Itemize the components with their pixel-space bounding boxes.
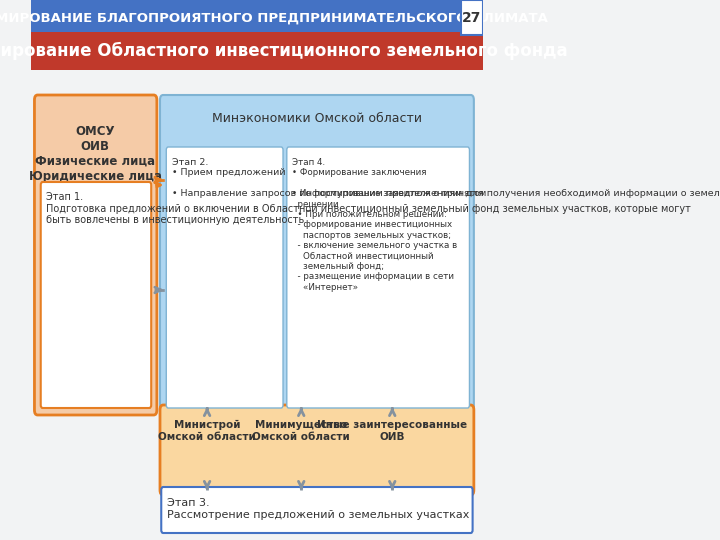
FancyBboxPatch shape — [31, 32, 483, 70]
Text: Формирование Областного инвестиционного земельного фонда: Формирование Областного инвестиционного … — [0, 42, 567, 60]
FancyBboxPatch shape — [462, 0, 483, 35]
FancyBboxPatch shape — [35, 95, 157, 415]
Text: Этап 3.
Рассмотрение предложений о земельных участках: Этап 3. Рассмотрение предложений о земел… — [167, 498, 469, 519]
FancyBboxPatch shape — [31, 0, 483, 35]
Text: Минимущество
Омской области: Минимущество Омской области — [252, 420, 350, 442]
Text: 27: 27 — [462, 11, 482, 25]
FancyBboxPatch shape — [160, 405, 474, 495]
FancyBboxPatch shape — [166, 147, 283, 408]
FancyBboxPatch shape — [160, 95, 474, 415]
Text: Этап 1.
Подготовка предложений о включении в Областной инвестиционный земельный : Этап 1. Подготовка предложений о включен… — [46, 192, 691, 225]
Text: Этап 4.
• Формирование заключения

• Информирование заявителя о принятом
  решен: Этап 4. • Формирование заключения • Инфо… — [292, 158, 487, 292]
Text: Минэкономики Омской области: Минэкономики Омской области — [212, 112, 422, 125]
FancyBboxPatch shape — [41, 182, 151, 408]
Text: Иные заинтересованные
ОИВ: Иные заинтересованные ОИВ — [318, 420, 467, 442]
Text: Этап 2.
• Прием предложений

• Направление запросов по поступившим предложениям : Этап 2. • Прием предложений • Направлени… — [172, 158, 720, 198]
Text: Министрой
Омской области: Министрой Омской области — [158, 420, 256, 442]
FancyBboxPatch shape — [161, 487, 472, 533]
FancyBboxPatch shape — [287, 147, 469, 408]
Text: ОМСУ
ОИВ
Физические лица
Юридические лица: ОМСУ ОИВ Физические лица Юридические лиц… — [29, 125, 162, 183]
Text: ФОРМИРОВАНИЕ БЛАГОПРОИЯТНОГО ПРЕДПРИНИМАТЕЛЬСКОГО КЛИМАТА: ФОРМИРОВАНИЕ БЛАГОПРОИЯТНОГО ПРЕДПРИНИМА… — [0, 11, 548, 24]
